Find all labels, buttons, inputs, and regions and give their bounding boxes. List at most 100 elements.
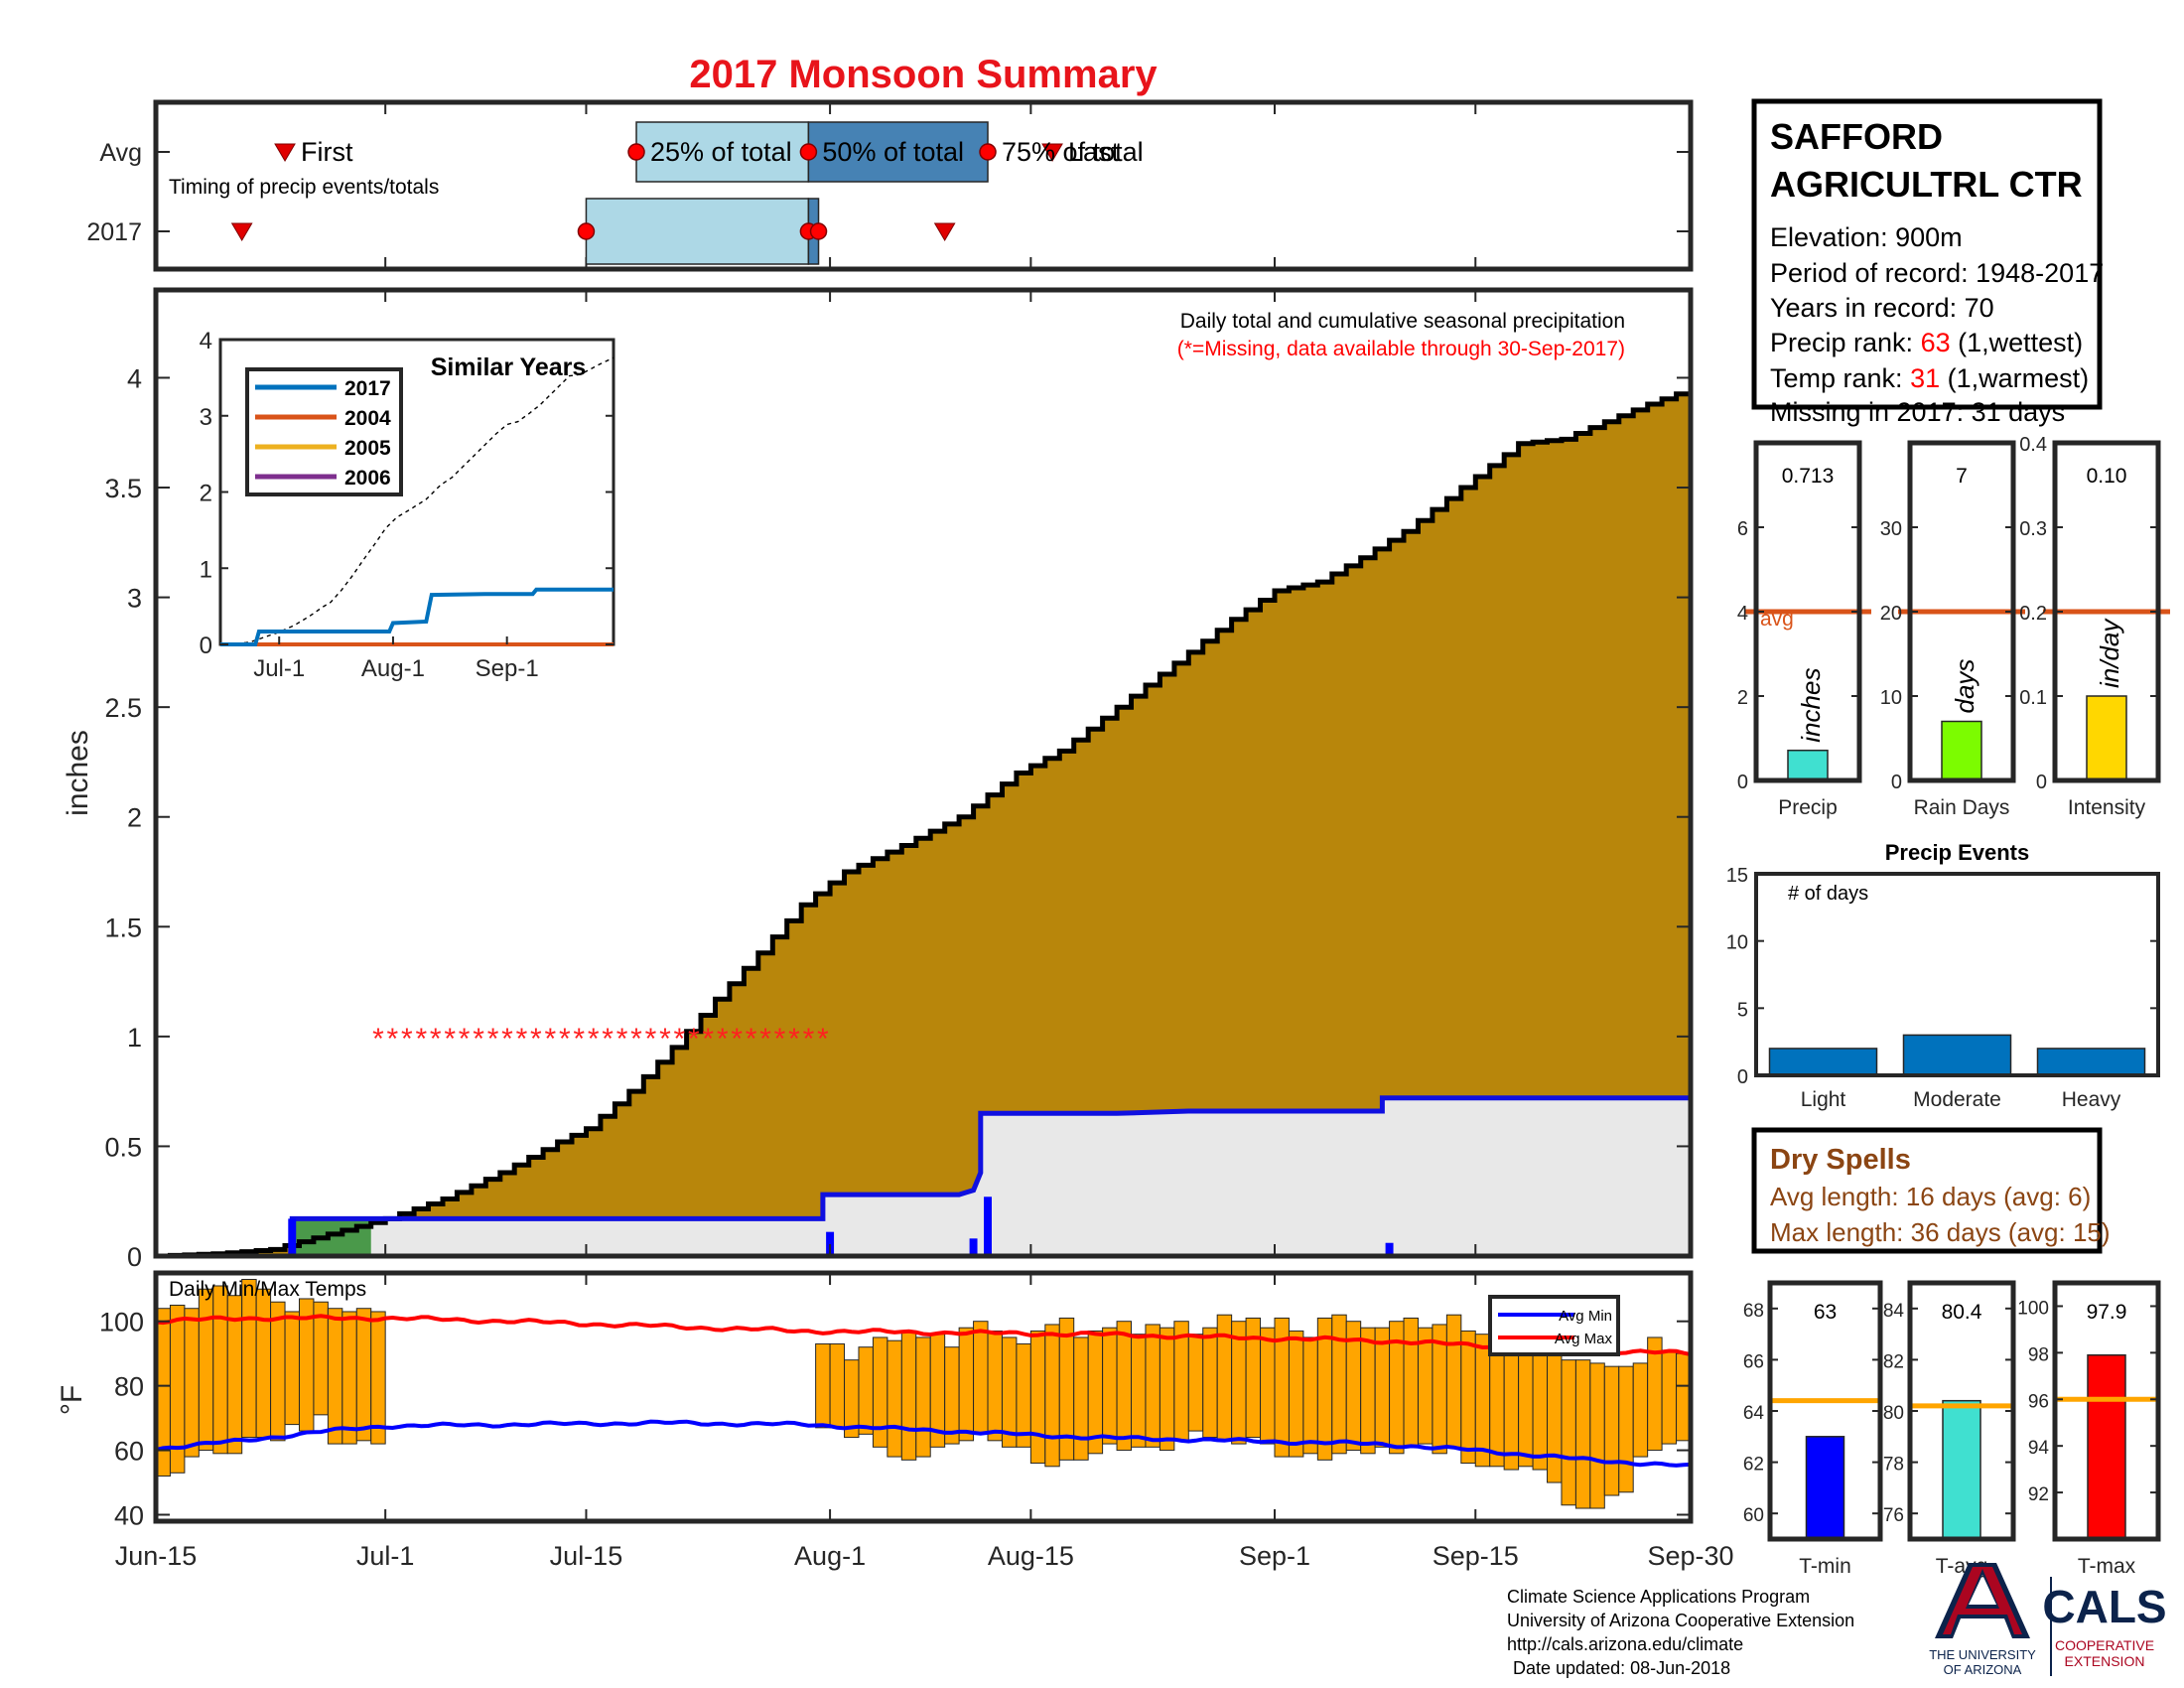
missing-marker: * — [674, 1023, 686, 1055]
temp-rank-value: 31 — [1910, 363, 1940, 393]
temp-y-tick-label: 80 — [114, 1372, 144, 1402]
tbar-y-tick-label: 94 — [2028, 1438, 2050, 1459]
ua-logo-outer-icon — [1935, 1563, 2030, 1638]
temp-bar-30 — [1016, 1342, 1031, 1448]
cals-logo-text: CALS — [2042, 1581, 2166, 1632]
main-frame — [153, 287, 1694, 1259]
missing-marker: * — [430, 1023, 442, 1055]
avg-box-25-50 — [635, 121, 810, 183]
missing-note: (*=Missing, data available through 30-Se… — [1177, 338, 1625, 360]
temp-bar-14 — [355, 1308, 372, 1442]
missing-marker: * — [544, 1023, 556, 1055]
temp-bar-11 — [313, 1301, 329, 1416]
temp-bar-40 — [1159, 1327, 1175, 1452]
season-y-tick-label: 0 — [1891, 772, 1902, 793]
tbar-y-tick-label: 92 — [2028, 1484, 2049, 1505]
season-y-tick-label: 0.1 — [2019, 687, 2047, 709]
missing-marker: * — [530, 1023, 542, 1055]
last-label: Last — [1068, 137, 1120, 167]
events-subtitle: # of days — [1788, 883, 1868, 905]
missing-marker: * — [645, 1023, 657, 1055]
temp-y-tick-label: 60 — [114, 1437, 144, 1467]
station-precip-rank: Precip rank: 63 (1,wettest) — [1770, 328, 2083, 357]
tbar-0 — [1805, 1436, 1845, 1540]
inset-avg-dashed — [219, 356, 614, 645]
temp-bar-19 — [858, 1346, 874, 1435]
tbar-frame — [2052, 1280, 2161, 1542]
station-elevation: Elevation: 900m — [1770, 222, 1963, 252]
dry-max-length: Max length: 36 days (avg: 15) — [1770, 1217, 2111, 1247]
y-tick-label: 0 — [127, 1242, 142, 1272]
temp-frame — [153, 1270, 1694, 1524]
tbar-y-tick-label: 84 — [1883, 1301, 1905, 1322]
timing-caption: Timing of precip events/totals — [169, 176, 439, 199]
season-bar-panels: inches 0.713 0 2 4 6 Precip days 7 0 10 20 30 Rain Da… — [1737, 434, 2170, 819]
ua-logo-text-2: OF ARIZONA — [1944, 1662, 2022, 1677]
footer-line-3[interactable]: http://cals.arizona.edu/climate — [1507, 1634, 1744, 1654]
y2017-box-25-50 — [585, 198, 810, 265]
temp-bar-38 — [1131, 1334, 1147, 1448]
chart-title: 2017 Monsoon Summary — [689, 53, 1158, 96]
season-value-1: 7 — [1956, 465, 1968, 488]
dry-frame — [1751, 1127, 2103, 1254]
cals-sub-1: COOPERATIVE — [2055, 1637, 2154, 1653]
season-unit-2: in/day — [2095, 618, 2124, 688]
avg-25-marker — [627, 143, 645, 161]
season-y-tick-label: 4 — [1737, 603, 1748, 625]
avg-75-marker — [979, 143, 997, 161]
inset-x-tick-label: Jul-1 — [253, 655, 305, 682]
temp-bar-58 — [1417, 1327, 1433, 1445]
x-tick-label: Aug-15 — [988, 1541, 1074, 1571]
q25-label: 25% of total — [650, 137, 792, 167]
tbar-y-tick-label: 68 — [1743, 1301, 1764, 1322]
temp-bar-49 — [1288, 1330, 1304, 1458]
missing-marker: * — [415, 1023, 427, 1055]
q75-label: 75% of total — [1002, 137, 1144, 167]
main-caption: Daily total and cumulative seasonal prec… — [1180, 310, 1625, 333]
x-tick-label: Jul-15 — [550, 1541, 623, 1571]
footer-line-2: University of Arizona Cooperative Extens… — [1507, 1611, 1855, 1630]
missing-marker: * — [387, 1023, 399, 1055]
temp-bar-8 — [270, 1301, 286, 1442]
season-y-tick-label: 0.2 — [2019, 603, 2047, 625]
season-y-tick-label: 6 — [1737, 518, 1748, 540]
x-tick-label: Jun-15 — [115, 1541, 198, 1571]
season-bar-0 — [1787, 749, 1829, 781]
temp-bar-25 — [944, 1346, 960, 1445]
tbar-label-2: T-max — [2078, 1555, 2136, 1578]
missing-marker: * — [759, 1023, 771, 1055]
y-tick-label: 3 — [127, 584, 142, 614]
tbar-value-0: 63 — [1814, 1301, 1837, 1324]
inset-y-tick-label: 3 — [200, 404, 212, 431]
obs-cumulative-fill — [156, 1097, 1691, 1256]
missing-marker: * — [774, 1023, 786, 1055]
temp-y-tick-label: 100 — [99, 1308, 144, 1337]
temp-bar-54 — [1360, 1327, 1376, 1455]
temp-caption: Daily Min/Max Temps — [169, 1278, 366, 1301]
y2017-first-marker — [230, 222, 253, 241]
missing-marker: * — [588, 1023, 600, 1055]
missing-marker: * — [731, 1023, 743, 1055]
missing-marker: * — [401, 1023, 413, 1055]
events-frame — [1754, 872, 2160, 1077]
temp-bar-75 — [1661, 1349, 1678, 1445]
temp-bar-15 — [370, 1311, 386, 1445]
footer-line-1: Climate Science Applications Program — [1507, 1587, 1811, 1607]
temp-bar-57 — [1403, 1317, 1419, 1448]
y-tick-label: 1.5 — [104, 913, 142, 942]
temp-bar-12 — [327, 1308, 343, 1445]
temp-bar-28 — [987, 1330, 1003, 1442]
temp-bar-66 — [1532, 1339, 1549, 1471]
season-y-tick-label: 10 — [1880, 687, 1902, 709]
station-info-box: SAFFORD AGRICULTRL CTR Elevation: 900m Peri… — [1751, 98, 2104, 427]
daily-precip-bar-0 — [288, 1218, 297, 1256]
temp-bar-67 — [1547, 1352, 1563, 1483]
station-frame — [1751, 98, 2103, 410]
temp-bar-13 — [341, 1311, 357, 1445]
missing-marker: * — [630, 1023, 642, 1055]
avg-first-marker — [274, 143, 296, 162]
inset-series-2017 — [220, 587, 614, 646]
event-bar-2 — [2036, 1048, 2146, 1076]
temp-bar-37 — [1116, 1321, 1133, 1452]
missing-marker: * — [702, 1023, 714, 1055]
